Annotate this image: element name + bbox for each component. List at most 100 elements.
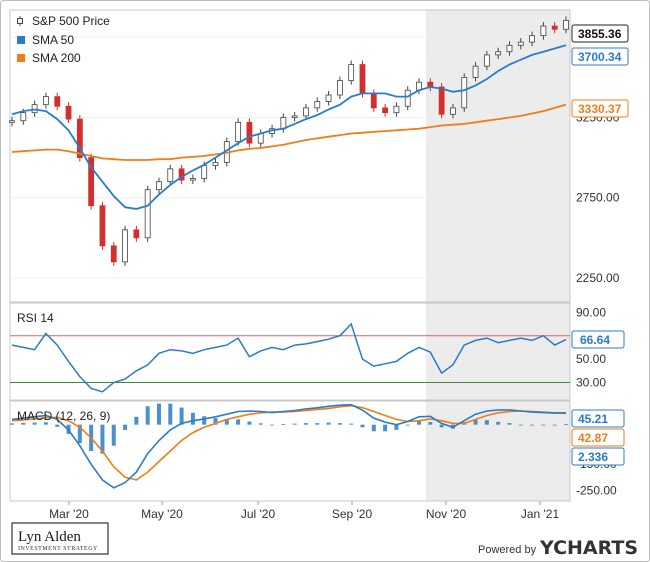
price-candle	[156, 177, 162, 194]
macd-histogram-bar	[202, 416, 207, 425]
macd-histogram-bar	[224, 419, 229, 425]
macd-latest-badge: 45.21	[571, 409, 625, 428]
macd-histogram-bar	[428, 422, 433, 425]
price-candle	[314, 97, 321, 112]
macd-latest-value: 45.21	[578, 412, 608, 426]
legend-item-price: S&P 500 Price	[17, 14, 110, 28]
x-tick-label: Sep '20	[332, 507, 373, 521]
rsi-recent-shade	[426, 303, 570, 400]
sma50-swatch	[17, 36, 25, 44]
rsi-title: RSI 14	[17, 311, 54, 325]
rsi-panel: 90.00 50.00 30.00 RSI 14 66.64	[9, 302, 625, 401]
x-tick-label: May '20	[141, 507, 183, 521]
macd-histogram-bar	[507, 423, 512, 425]
sma50-latest-badge: 3700.34	[571, 47, 629, 66]
price-candle	[54, 92, 61, 111]
sma50-line	[11, 44, 567, 210]
price-candle	[144, 185, 151, 242]
macd-histogram-bar	[156, 403, 161, 425]
price-candle	[9, 116, 15, 127]
macd-histogram-bar	[281, 424, 286, 425]
macd-histogram-bar	[564, 424, 568, 425]
price-candle	[167, 164, 174, 186]
ycharts-wordmark: YCHARTS	[539, 537, 638, 559]
macd-histogram-bar	[439, 424, 444, 428]
rsi-line	[11, 322, 567, 393]
price-candle	[529, 31, 535, 47]
macd-histogram-bar	[541, 424, 546, 426]
price-candle	[65, 102, 72, 124]
price-gridlines	[10, 36, 570, 279]
sma200-swatch	[17, 54, 25, 62]
price-candle	[212, 158, 219, 170]
rsi-y-tick-labels: 90.00 50.00 30.00	[576, 305, 606, 389]
price-candle	[495, 47, 502, 59]
price-candle	[472, 62, 479, 82]
rsi-y-tick: 90.00	[576, 305, 606, 319]
macd-histogram-bar	[55, 424, 60, 427]
legend-item-sma50: SMA 50	[17, 33, 74, 47]
macd-histogram-bar	[32, 422, 37, 425]
macd-histogram-bar	[77, 424, 82, 444]
legend: S&P 500 Price SMA 50 SMA 200	[17, 14, 110, 65]
price-y-tick: 2250.00	[576, 271, 620, 285]
price-candle	[450, 103, 456, 119]
macd-histogram-bar	[518, 424, 523, 426]
price-candle	[461, 73, 468, 112]
macd-histogram-bar	[190, 412, 195, 425]
lyn-alden-logo: Lyn Alden INVESTMENT STRATEGY	[11, 522, 109, 555]
histogram-latest-badge: 2.336	[571, 447, 625, 466]
macd-histogram-bar	[123, 424, 128, 430]
macd-histogram-bar	[552, 424, 557, 426]
macd-histogram-bar	[394, 424, 399, 430]
signal-latest-value: 42.87	[578, 431, 608, 445]
histogram-latest-value: 2.336	[578, 450, 608, 464]
macd-histogram-bar	[258, 423, 263, 425]
candlestick-icon	[17, 16, 23, 26]
macd-histogram-bar	[360, 424, 365, 428]
price-candle	[404, 86, 411, 111]
macd-histogram-bar	[21, 422, 26, 425]
price-candle	[336, 76, 343, 100]
macd-histogram-bar	[10, 423, 14, 425]
price-candle	[303, 103, 309, 120]
price-candle	[551, 22, 558, 34]
macd-histogram-bar	[496, 421, 501, 425]
macd-histogram-bar	[315, 423, 320, 425]
macd-panel: -150.00-250.00 MACD (12, 26, 9) 45.21 42…	[9, 400, 625, 502]
macd-histogram-bar	[134, 416, 139, 425]
macd-histogram-bar	[417, 420, 422, 425]
macd-histogram-bar	[292, 423, 297, 425]
x-tick-label: Mar '20	[49, 507, 89, 521]
rsi-y-tick: 30.00	[576, 375, 606, 389]
macd-line	[11, 403, 567, 489]
macd-histogram-bar	[371, 424, 376, 432]
powered-by-text: Powered by	[478, 544, 537, 556]
logo-name: Lyn Alden	[18, 529, 81, 545]
rsi-latest-value: 66.64	[580, 333, 610, 347]
macd-histogram-bar	[349, 423, 354, 425]
legend-label-sma200: SMA 200	[32, 51, 81, 65]
macd-histogram-bar	[247, 421, 252, 425]
macd-histogram-bar	[145, 406, 150, 425]
macd-histogram-bar	[337, 423, 342, 425]
x-tick-label: Jul '20	[241, 507, 276, 521]
macd-panel-border	[9, 400, 571, 502]
x-axis-tick-labels: Mar '20 May '20 Jul '20 Sep '20 Nov '20 Jan '…	[49, 501, 559, 521]
sma200-latest-value: 3330.37	[578, 102, 622, 116]
macd-histogram-bar	[326, 422, 331, 425]
price-candle	[246, 118, 253, 148]
macd-histogram-bar	[111, 424, 116, 446]
legend-item-sma200: SMA 200	[17, 51, 81, 65]
price-y-tick: 2750.00	[576, 191, 620, 205]
macd-histogram-bar	[168, 403, 173, 425]
price-candle	[99, 201, 106, 250]
price-candle	[291, 111, 298, 122]
price-candle	[88, 153, 95, 210]
macd-histogram-bar	[213, 418, 218, 425]
price-candle	[483, 50, 490, 71]
legend-label-sma50: SMA 50	[32, 33, 74, 47]
price-candle	[235, 118, 242, 146]
